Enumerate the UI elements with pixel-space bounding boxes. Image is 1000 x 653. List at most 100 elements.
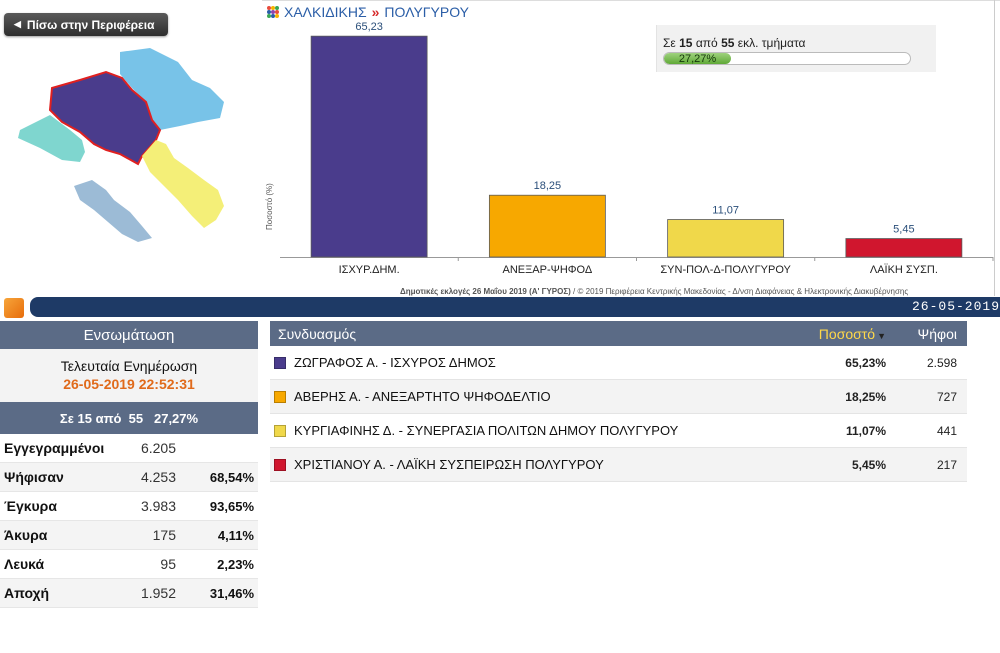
color-swatch [274, 424, 286, 437]
coalition-cell: ΖΩΓΡΑΦΟΣ Α. - ΙΣΧΥΡΟΣ ΔΗΜΟΣ [270, 355, 790, 370]
back-button-label: Πίσω στην Περιφέρεια [26, 17, 155, 32]
integration-header: Ενσωμάτωση [0, 321, 258, 349]
coalition-name: ΚΥΡΓΙΑΦΙΝΗΣ Δ. - ΣΥΝΕΡΓΑΣΙΑ ΠΟΛΙΤΩΝ ΔΗΜΟ… [294, 423, 679, 438]
map-region-southeast[interactable] [142, 140, 224, 228]
grid-dots-icon [267, 6, 279, 18]
x-tick-label: ΑΝΕΞΑΡ-ΨΗΦΟΔ [503, 264, 593, 276]
last-update-box: Τελευταία Ενημέρωση 26-05-2019 22:52:31 [0, 349, 258, 402]
integration-summary: Σε 15 από 55 27,27% [0, 402, 258, 434]
map-region-northeast[interactable] [120, 48, 224, 130]
stats-row: Εγγεγραμμένοι 6.205 [0, 434, 258, 463]
date-strip: 26-05-2019 [30, 297, 1000, 317]
footnote-election: Δημοτικές εκλογές 26 Μαΐου 2019 (Α' ΓΥΡΟ… [400, 287, 571, 296]
breadcrumb-separator: » [371, 4, 380, 20]
stat-percent: 4,11% [217, 527, 254, 543]
rss-icon[interactable] [4, 298, 24, 318]
results-rows: ΖΩΓΡΑΦΟΣ Α. - ΙΣΧΥΡΟΣ ΔΗΜΟΣ 65,23% 2.598 ΑΒ… [270, 346, 967, 482]
stats-row: Έγκυρα 3.983 93,65% [0, 492, 258, 521]
result-row[interactable]: ΑΒΕΡΗΣ Α. - ΑΝΕΞΑΡΤΗΤΟ ΨΗΦΟΔΕΛΤΙΟ 18,25% 7… [270, 380, 967, 414]
votes-cell: 441 [936, 423, 957, 438]
stat-label: Ψήφισαν [4, 469, 64, 485]
votes-cell: 2.598 [926, 355, 957, 370]
votes-cell: 727 [936, 389, 957, 404]
bar[interactable] [845, 238, 963, 258]
back-to-region-button[interactable]: ◀ Πίσω στην Περιφέρεια [4, 13, 168, 36]
coalition-cell: ΑΒΕΡΗΣ Α. - ΑΝΕΞΑΡΤΗΤΟ ΨΗΦΟΔΕΛΤΙΟ [270, 389, 790, 404]
coalition-cell: ΧΡΙΣΤΙΑΝΟΥ Α. - ΛΑΪΚΗ ΣΥΣΠΕΙΡΩΣΗ ΠΟΛΥΓΥΡ… [270, 457, 790, 472]
counting-progress-box: Σε 15 από 55 εκλ. τμήματα 27,27% [656, 25, 936, 72]
stat-label: Εγγεγραμμένοι [4, 440, 105, 456]
x-tick-label: ΛΑΪΚΗ ΣΥΣΠ. [870, 264, 938, 276]
result-row[interactable]: ΧΡΙΣΤΙΑΝΟΥ Α. - ΛΑΪΚΗ ΣΥΣΠΕΙΡΩΣΗ ΠΟΛΥΓΥΡ… [270, 448, 967, 482]
bar-value-label: 5,45 [893, 224, 914, 236]
votes-cell: 217 [936, 457, 957, 472]
stat-percent: 68,54% [209, 469, 254, 485]
bar[interactable] [667, 219, 785, 258]
bar-value-label: 18,25 [534, 180, 562, 192]
stat-value: 4.253 [140, 469, 176, 485]
percent-cell: 18,25% [845, 389, 886, 404]
top-divider [262, 0, 1000, 1]
municipality-map [18, 48, 224, 242]
x-tick-label: ΙΣΧΥΡ.ΔΗΜ. [339, 264, 400, 276]
stats-row: Αποχή 1.952 31,46% [0, 579, 258, 608]
stat-value: 175 [152, 527, 176, 543]
footnote-credit: / © 2019 Περιφέρεια Κεντρικής Μακεδονίας… [570, 287, 909, 296]
color-swatch [274, 390, 286, 403]
breadcrumb-municipality: ΠΟΛΥΓΥΡΟΥ [384, 4, 469, 20]
coalition-cell: ΚΥΡΓΙΑΦΙΝΗΣ Δ. - ΣΥΝΕΡΓΑΣΙΑ ΠΟΛΙΤΩΝ ΔΗΜΟ… [270, 423, 790, 438]
percent-cell: 65,23% [845, 355, 886, 370]
bar-value-label: 65,23 [355, 21, 383, 33]
y-axis-label: Ποσοστό (%) [265, 183, 274, 230]
column-coalition[interactable]: Συνδυασμός [278, 325, 357, 342]
integration-panel: Ενσωμάτωση Τελευταία Ενημέρωση 26-05-201… [0, 321, 258, 608]
results-bar-chart: Ποσοστό (%) 65,23 ΙΣΧΥΡ.ΔΗΜ. 18,25 ΑΝΕΞΑΡ-ΨΗ… [265, 21, 994, 276]
color-swatch [274, 458, 286, 471]
stat-label: Έγκυρα [4, 498, 57, 514]
result-row[interactable]: ΖΩΓΡΑΦΟΣ Α. - ΙΣΧΥΡΟΣ ΔΗΜΟΣ 65,23% 2.598 [270, 346, 967, 380]
counting-progress-text: Σε 15 από 55 εκλ. τμήματα [663, 36, 806, 50]
stats-list: Εγγεγραμμένοι 6.205 Ψήφισαν 4.253 68,54% Έγκυ… [0, 434, 258, 608]
stats-row: Άκυρα 175 4,11% [0, 521, 258, 550]
stat-value: 95 [160, 556, 176, 572]
strip-date: 26-05-2019 [911, 299, 1000, 314]
stats-row: Ψήφισαν 4.253 68,54% [0, 463, 258, 492]
counting-progress-bar: 27,27% [663, 52, 911, 65]
last-update-time: 26-05-2019 22:52:31 [63, 376, 195, 392]
right-divider [994, 0, 1000, 296]
counting-progress-label: 27,27% [678, 52, 717, 65]
stat-value: 6.205 [140, 440, 176, 456]
map-region-south[interactable] [74, 180, 152, 242]
column-votes[interactable]: Ψήφοι [917, 325, 957, 342]
result-row[interactable]: ΚΥΡΓΙΑΦΙΝΗΣ Δ. - ΣΥΝΕΡΓΑΣΙΑ ΠΟΛΙΤΩΝ ΔΗΜΟ… [270, 414, 967, 448]
percent-cell: 11,07% [845, 423, 886, 438]
color-swatch [274, 356, 286, 369]
coalition-name: ΑΒΕΡΗΣ Α. - ΑΝΕΞΑΡΤΗΤΟ ΨΗΦΟΔΕΛΤΙΟ [294, 389, 551, 404]
coalition-name: ΖΩΓΡΑΦΟΣ Α. - ΙΣΧΥΡΟΣ ΔΗΜΟΣ [294, 355, 496, 370]
breadcrumb-region-link[interactable]: ΧΑΛΚΙΔΙΚΗΣ [284, 4, 367, 20]
bar-value-label: 11,07 [712, 205, 739, 217]
stat-percent: 31,46% [209, 585, 254, 601]
counting-progress-fill: 27,27% [664, 52, 732, 65]
stat-value: 1.952 [140, 585, 176, 601]
stat-percent: 2,23% [217, 556, 254, 572]
last-update-title: Τελευταία Ενημέρωση [60, 358, 198, 374]
sort-desc-icon: ▼ [877, 330, 886, 341]
x-tick-label: ΣΥΝ-ΠΟΛ-Δ-ΠΟΛΥΓΥΡΟΥ [660, 264, 791, 276]
bar[interactable] [310, 35, 428, 258]
stat-label: Λευκά [4, 556, 45, 572]
map-region-west[interactable] [18, 115, 85, 162]
stat-label: Άκυρα [4, 527, 48, 543]
column-percent[interactable]: Ποσοστό ▼ [818, 325, 886, 342]
back-arrow-icon: ◀ [14, 19, 21, 29]
stat-percent: 93,65% [209, 498, 254, 514]
breadcrumb: ΧΑΛΚΙΔΙΚΗΣ » ΠΟΛΥΓΥΡΟΥ [266, 4, 469, 20]
coalition-name: ΧΡΙΣΤΙΑΝΟΥ Α. - ΛΑΪΚΗ ΣΥΣΠΕΙΡΩΣΗ ΠΟΛΥΓΥΡ… [294, 457, 604, 472]
stats-row: Λευκά 95 2,23% [0, 550, 258, 579]
results-table-header: Συνδυασμός Ποσοστό ▼ Ψήφοι [270, 321, 967, 346]
stat-label: Αποχή [4, 585, 50, 601]
percent-cell: 5,45% [851, 457, 886, 472]
results-table: Συνδυασμός Ποσοστό ▼ Ψήφοι ΖΩΓΡΑΦΟΣ Α. - … [270, 321, 967, 482]
bar[interactable] [488, 194, 606, 258]
stat-value: 3.983 [140, 498, 176, 514]
